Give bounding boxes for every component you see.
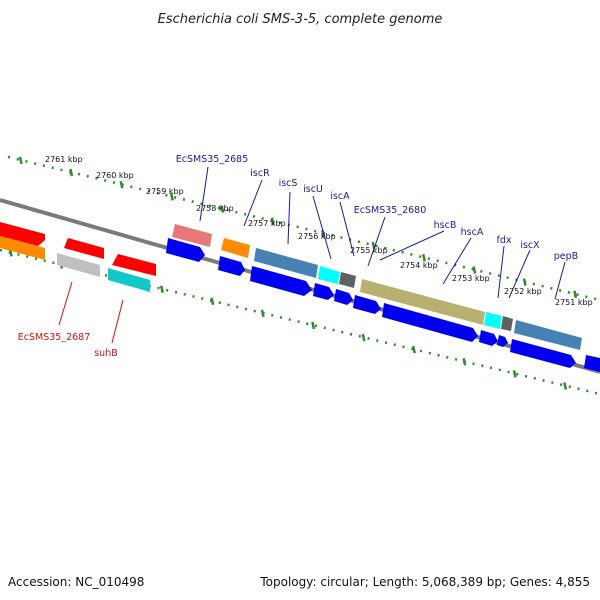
gene-blue-5-feature[interactable] — [334, 289, 353, 305]
scale-tick — [119, 180, 124, 189]
scale-tick — [260, 309, 265, 318]
gene-label-suhb[interactable]: suhB — [94, 348, 118, 359]
scale-tick — [169, 193, 174, 201]
gene-label-hsca[interactable]: hscA — [461, 227, 484, 238]
gene-blue-9-feature[interactable] — [497, 335, 508, 347]
scale-label: 2757 kbp — [248, 219, 286, 228]
scale-label: 2759 kbp — [146, 187, 184, 196]
gene-blue-1-feature[interactable] — [166, 238, 205, 262]
genome-track: 2761 kbp 2760 kbp 2759 kbp 2758 kbp 2757 kbp… — [0, 154, 600, 396]
scale-tick — [210, 297, 215, 306]
scale-label: 2756 kbp — [298, 232, 336, 241]
scale-tick — [472, 266, 477, 274]
gene-label-iscu[interactable]: iscU — [303, 184, 323, 195]
accession-text: Accession: NC_010498 — [8, 575, 144, 589]
gene-label-iscx[interactable]: iscX — [520, 240, 540, 251]
scale-labels: 2761 kbp 2760 kbp 2759 kbp 2758 kbp 2757 kbp… — [45, 155, 593, 307]
gene-ecsms35-2685-feature[interactable] — [172, 224, 212, 247]
gene-red-arrow-3-feature[interactable] — [112, 254, 156, 276]
scale-tick — [159, 285, 164, 293]
scale-label: 2752 kbp — [504, 287, 542, 296]
reverse-strand-features — [0, 222, 582, 350]
scale-tick — [462, 358, 467, 366]
gene-iscr-feature[interactable] — [221, 238, 250, 258]
lower-dotted-boundary — [0, 248, 600, 396]
scale-tick — [311, 321, 316, 330]
gene-isca-feature[interactable] — [339, 272, 356, 288]
gene-label-iscs[interactable]: iscS — [279, 178, 298, 189]
gene-blue-10-feature[interactable] — [510, 339, 576, 368]
gene-hsca-feature[interactable] — [386, 286, 485, 325]
gene-blue-2-feature[interactable] — [218, 256, 245, 276]
scale-tick — [573, 290, 578, 299]
gene-label-hscb[interactable]: hscB — [434, 220, 457, 231]
map-title: Escherichia coli SMS-3-5, complete genom… — [158, 12, 443, 27]
bottom-gene-callouts — [58, 281, 124, 344]
gene-iscs-feature[interactable] — [254, 248, 318, 278]
gene-blue-4-feature[interactable] — [313, 283, 334, 300]
gene-red-arrow-2-feature[interactable] — [64, 238, 104, 259]
gene-pepb-feature[interactable] — [514, 320, 582, 350]
scale-label: 2751 kbp — [555, 298, 593, 307]
gene-blue-6-feature[interactable] — [353, 295, 381, 314]
gene-iscu-feature[interactable] — [318, 266, 340, 284]
scale-tick — [522, 278, 527, 286]
gene-labels: EcSMS35_2685 iscR iscS iscU iscA EcSMS35… — [18, 154, 578, 359]
scale-tick — [512, 370, 517, 378]
gene-blue-8-feature[interactable] — [479, 330, 498, 346]
gene-orange-left-feature[interactable] — [0, 236, 45, 260]
scale-tick — [421, 254, 426, 262]
gene-label-pepb[interactable]: pepB — [554, 251, 578, 262]
gene-fdx-feature[interactable] — [484, 312, 502, 329]
scale-label: 2755 kbp — [350, 246, 388, 255]
gene-label-ecsms35-2687[interactable]: EcSMS35_2687 — [18, 332, 91, 343]
gene-label-ecsms35-2680[interactable]: EcSMS35_2680 — [354, 205, 427, 216]
gene-blue-11-feature[interactable] — [584, 355, 600, 372]
gene-blue-3-feature[interactable] — [250, 266, 312, 296]
gene-blue-7-feature[interactable] — [382, 303, 478, 342]
forward-strand-features — [166, 238, 600, 372]
scale-tick — [411, 345, 416, 354]
gene-ecsms35-2687-feature[interactable] — [0, 222, 45, 246]
genome-summary-text: Topology: circular; Length: 5,068,389 bp… — [259, 575, 590, 589]
scale-label: 2760 kbp — [96, 171, 134, 180]
gene-label-ecsms35-2685[interactable]: EcSMS35_2685 — [176, 154, 249, 165]
gene-label-fdx[interactable]: fdx — [497, 235, 512, 246]
gene-label-isca[interactable]: iscA — [330, 191, 350, 202]
scale-tick — [563, 382, 568, 390]
gene-iscx-feature[interactable] — [501, 316, 513, 331]
gene-label-iscr[interactable]: iscR — [250, 168, 270, 179]
gene-suhb-feature[interactable] — [108, 268, 150, 292]
scale-label: 2754 kbp — [400, 261, 438, 270]
scale-label: 2761 kbp — [45, 155, 83, 164]
scale-tick — [18, 156, 23, 165]
scale-tick — [220, 205, 225, 213]
scale-label: 2753 kbp — [452, 274, 490, 283]
scale-label: 2758 kbp — [196, 204, 234, 213]
gene-grey-feature[interactable] — [57, 253, 100, 277]
top-gene-callouts — [199, 166, 566, 300]
gene-hscb-feature[interactable] — [360, 279, 388, 299]
scale-tick — [270, 217, 275, 226]
scale-tick — [69, 168, 74, 177]
scale-tick — [361, 333, 366, 342]
